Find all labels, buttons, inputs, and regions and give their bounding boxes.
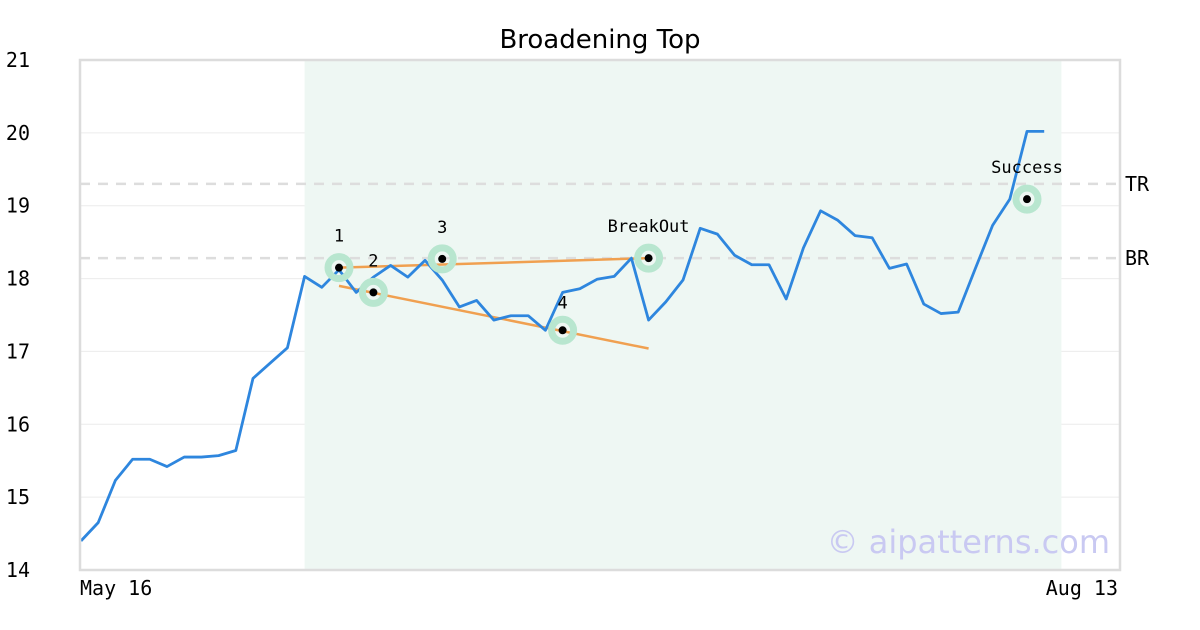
plot-frame bbox=[78, 58, 1122, 572]
y-axis-ticks: 14 15 16 17 18 19 20 21 bbox=[6, 48, 30, 582]
level-lines-layer: TR BR bbox=[80, 172, 1150, 270]
point-halo-1 bbox=[324, 253, 354, 283]
point-label-success: Success bbox=[991, 158, 1063, 178]
x-tick-start: May 16 bbox=[80, 576, 152, 600]
point-label-3: 3 bbox=[437, 218, 447, 238]
point-marker-2 bbox=[369, 288, 378, 297]
point-marker-success bbox=[1023, 195, 1031, 204]
y-tick-16: 16 bbox=[6, 412, 30, 436]
point-halo-3 bbox=[427, 244, 457, 274]
pattern-region bbox=[304, 60, 1062, 570]
point-halo-success bbox=[1012, 184, 1042, 214]
level-label-tr: TR bbox=[1125, 172, 1150, 196]
level-label-br: BR bbox=[1125, 246, 1150, 270]
point-marker-4 bbox=[558, 326, 567, 335]
watermark: © aipatterns.com bbox=[827, 523, 1110, 561]
y-tick-18: 18 bbox=[6, 267, 30, 291]
trend-line-2 bbox=[338, 284, 649, 350]
point-marker-breakout bbox=[644, 254, 653, 263]
point-marker-3 bbox=[438, 254, 447, 263]
x-tick-end: Aug 13 bbox=[1046, 576, 1118, 600]
y-tick-15: 15 bbox=[6, 485, 30, 509]
y-tick-17: 17 bbox=[6, 339, 30, 363]
point-halo-2 bbox=[358, 277, 388, 307]
point-halo-4 bbox=[548, 315, 578, 345]
chart-title: Broadening Top bbox=[499, 25, 700, 55]
y-tick-20: 20 bbox=[6, 121, 30, 145]
point-marker-1 bbox=[335, 263, 343, 272]
point-label-4: 4 bbox=[557, 293, 567, 313]
point-label-breakout: BreakOut bbox=[608, 217, 690, 237]
point-label-2: 2 bbox=[368, 251, 378, 271]
point-halo-breakout bbox=[634, 243, 664, 273]
price-line bbox=[79, 129, 1045, 542]
y-tick-21: 21 bbox=[6, 48, 30, 72]
point-label-1: 1 bbox=[334, 227, 344, 247]
pattern-points-layer: 1 2 3 4 BreakOut Success bbox=[324, 158, 1063, 345]
y-tick-14: 14 bbox=[6, 558, 30, 582]
y-tick-19: 19 bbox=[6, 194, 30, 218]
